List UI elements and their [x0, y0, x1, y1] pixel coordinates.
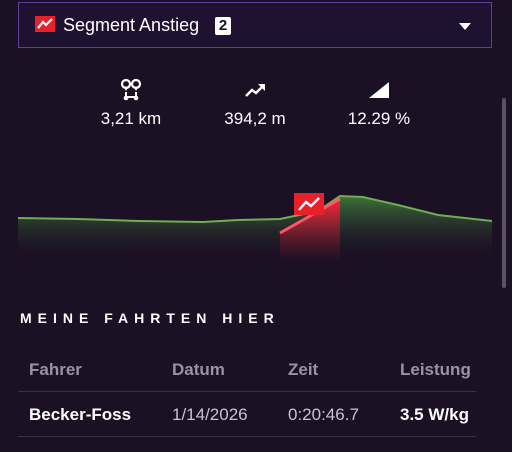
- column-header-date[interactable]: Datum: [172, 360, 225, 379]
- ride-power: 3.5 W/kg: [400, 405, 469, 424]
- segment-dropdown[interactable]: Segment Anstieg 2: [18, 2, 492, 48]
- trend-up-icon: [245, 84, 265, 97]
- section-title: MEINE FAHRTEN HIER: [20, 310, 280, 326]
- elevation-profile: [18, 193, 492, 263]
- elevation-value: 394,2 m: [224, 109, 286, 128]
- elevation-stat: 394,2 m: [195, 78, 315, 129]
- distance-stat: 3,21 km: [71, 78, 191, 129]
- rider-name: Becker-Foss: [29, 405, 132, 424]
- scrollbar[interactable]: [502, 98, 506, 288]
- gradient-stat: 12.29 %: [319, 78, 439, 129]
- column-header-time[interactable]: Zeit: [288, 360, 319, 379]
- chevron-down-icon[interactable]: [459, 23, 471, 30]
- segment-flag-icon: [35, 16, 55, 32]
- profile-area: [18, 196, 492, 263]
- ride-date: 1/14/2026: [172, 405, 248, 424]
- gradient-slope-icon: [369, 82, 389, 98]
- segment-highlight: [280, 199, 340, 263]
- route-pins-icon: [120, 78, 142, 101]
- column-header-power[interactable]: Leistung: [400, 360, 471, 379]
- gradient-value: 12.29 %: [347, 109, 411, 128]
- segment-title: Segment Anstieg: [63, 15, 200, 35]
- table-row[interactable]: Becker-Foss 1/14/2026 0:20:46.7 3.5 W/kg: [18, 392, 476, 437]
- segment-marker-icon: [294, 193, 324, 215]
- column-header-rider[interactable]: Fahrer: [29, 360, 82, 379]
- table-header: Fahrer Datum Zeit Leistung: [18, 347, 476, 392]
- segment-count-badge: 2: [215, 17, 231, 35]
- ride-time: 0:20:46.7: [288, 405, 359, 424]
- distance-value: 3,21 km: [100, 109, 162, 128]
